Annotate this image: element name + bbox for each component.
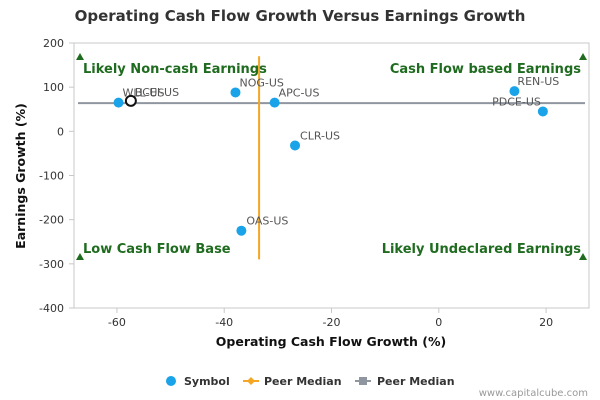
data-label-oas-us: OAS-US	[246, 215, 288, 228]
plot-area	[73, 42, 590, 309]
data-point-pdce-us[interactable]	[537, 106, 548, 117]
data-point-nog-us[interactable]	[230, 87, 241, 98]
data-label-pdce-us: PDCE-US	[492, 95, 541, 108]
data-label-nog-us: NOG-US	[239, 76, 283, 89]
x-tick-label: 20	[539, 316, 553, 329]
data-point-wll-us[interactable]	[113, 97, 124, 108]
x-tick-label: -20	[323, 316, 341, 329]
legend-item-peer-median-vertical[interactable]: Peer Median	[243, 375, 342, 388]
y-tick-label: -100	[39, 170, 64, 183]
y-axis-title: Earnings Growth (%)	[13, 103, 28, 249]
data-point-oas-us[interactable]	[236, 225, 247, 236]
y-tick-label: 100	[43, 81, 64, 94]
y-axis-ticks: -400 -300 -200 -100 0 100 200	[39, 37, 74, 315]
data-label-apc-us: APC-US	[279, 87, 320, 100]
y-tick-label: 0	[57, 125, 64, 138]
x-axis-title: Operating Cash Flow Growth (%)	[216, 334, 446, 349]
legend-diamond-marker	[247, 377, 255, 385]
legend-square-marker	[359, 377, 367, 385]
quadrant-label-bottom-left: Low Cash Flow Base	[83, 242, 231, 257]
quadrant-marker-triangle	[579, 253, 587, 260]
data-label-ren-us: REN-US	[517, 75, 559, 88]
credit-text[interactable]: www.capitalcube.com	[479, 388, 588, 399]
x-tick-label: 0	[435, 316, 442, 329]
quadrant-marker-triangle	[579, 53, 587, 60]
data-points: WLL-USBCEI-USNOG-USAPC-USCLR-USOAS-USREN…	[113, 75, 559, 236]
peer-median-lines	[78, 56, 585, 260]
x-tick-label: -40	[215, 316, 233, 329]
y-tick-label: 200	[43, 37, 64, 50]
data-point-apc-us[interactable]	[269, 97, 280, 108]
x-axis-ticks: -60 -40 -20 0 20	[108, 308, 553, 329]
legend-item-peer-median-horizontal[interactable]: Peer Median	[355, 375, 455, 388]
quadrant-label-top-right: Cash Flow based Earnings	[390, 62, 581, 77]
legend-vertical-median-label: Peer Median	[264, 375, 342, 388]
legend-symbol-marker	[166, 376, 176, 386]
quadrant-label-top-left: Likely Non-cash Earnings	[83, 62, 267, 77]
quadrant-marker-triangle	[76, 253, 84, 260]
data-point-ren-us[interactable]	[509, 86, 520, 97]
data-label-bcei-us: BCEI-US	[135, 86, 179, 99]
y-tick-label: -200	[39, 214, 64, 227]
y-tick-label: -400	[39, 302, 64, 315]
quadrant-label-bottom-right: Likely Undeclared Earnings	[382, 242, 582, 257]
data-point-bcei-us[interactable]	[124, 94, 137, 107]
legend-horizontal-median-label: Peer Median	[377, 375, 455, 388]
legend-symbol-label: Symbol	[184, 375, 230, 388]
quadrant-labels: Likely Non-cash Earnings Cash Flow based …	[76, 53, 587, 260]
data-point-clr-us[interactable]	[290, 140, 301, 151]
x-tick-label: -60	[108, 316, 126, 329]
quadrant-marker-triangle	[76, 53, 84, 60]
legend: Symbol Peer Median Peer Median	[166, 375, 455, 388]
legend-item-symbol[interactable]: Symbol	[166, 375, 230, 388]
chart-title: Operating Cash Flow Growth Versus Earnin…	[75, 7, 526, 25]
y-tick-label: -300	[39, 258, 64, 271]
data-label-clr-us: CLR-US	[300, 129, 340, 142]
